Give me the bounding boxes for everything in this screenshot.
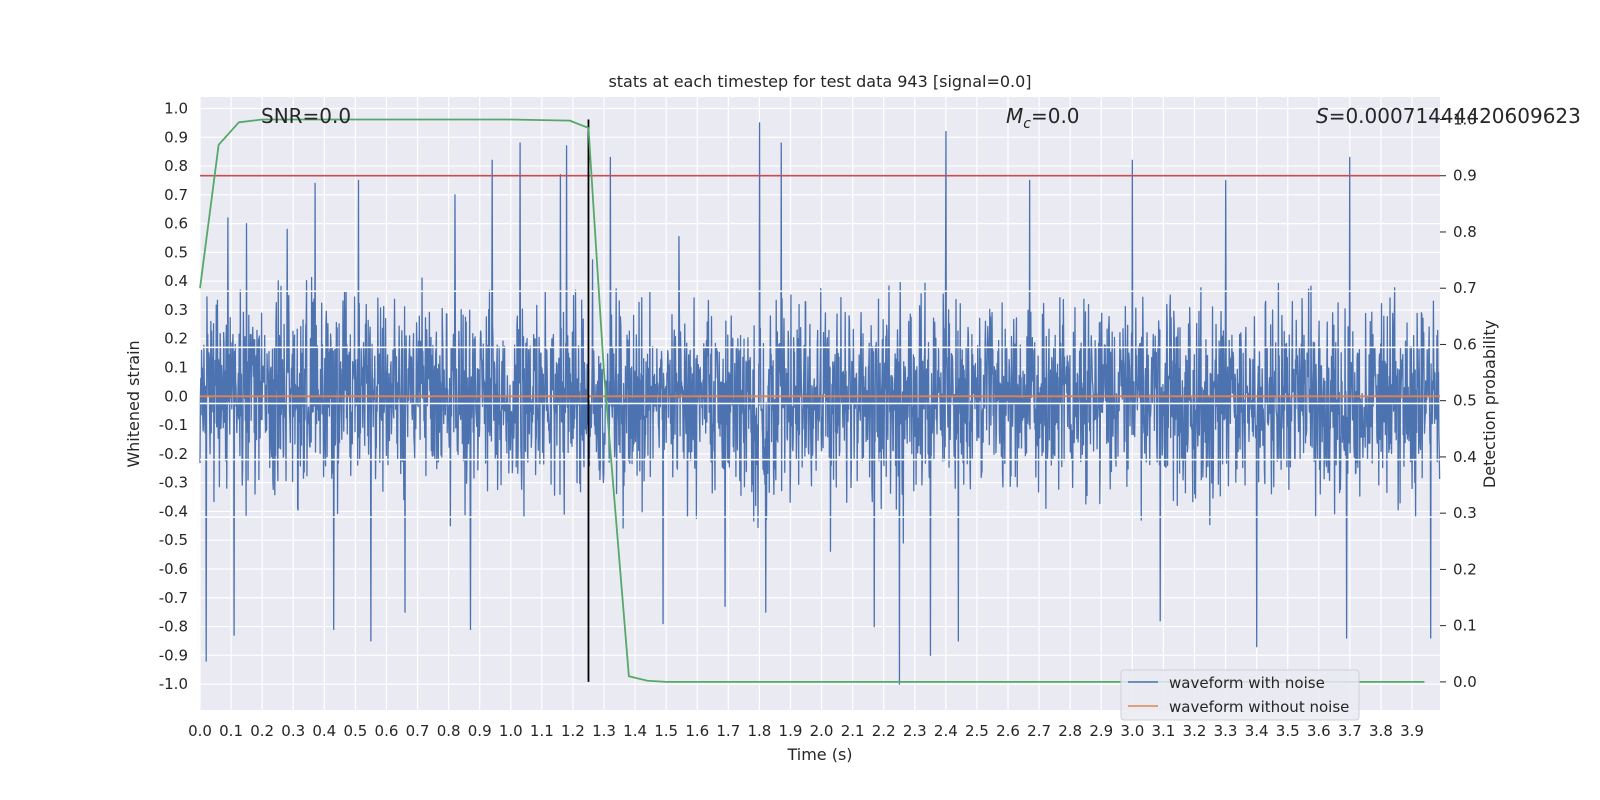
- x-tick-label: 3.7: [1338, 722, 1362, 740]
- y2-tick-label: 0.6: [1453, 335, 1477, 353]
- x-tick-label: 2.9: [1089, 722, 1113, 740]
- x-tick-label: 1.4: [623, 722, 647, 740]
- y2-axis-label: Detection probability: [1480, 320, 1499, 488]
- y2-tick-label: 0.8: [1453, 223, 1477, 241]
- noise-series-line: [199, 122, 1441, 685]
- y-tick-label: 0.0: [164, 387, 188, 405]
- detection-probability-line: [199, 118, 1425, 683]
- y2-axis-ticks: 1.0 0.9 0.8 0.7 0.6 0.5 0.4 0.3 0.2 0.1 0.0: [1440, 110, 1477, 691]
- x-tick-label: 0.0: [188, 722, 212, 740]
- annotation-mc-value: =0.0: [1031, 104, 1080, 128]
- x-tick-label: 1.0: [499, 722, 523, 740]
- y-tick-label: -1.0: [159, 675, 188, 693]
- x-tick-label: 3.0: [1120, 722, 1144, 740]
- x-tick-label: 1.3: [592, 722, 616, 740]
- x-tick-label: 1.9: [779, 722, 803, 740]
- x-tick-label: 0.2: [250, 722, 274, 740]
- annotation-snr: SNR=0.0: [261, 104, 351, 128]
- chart-title: stats at each timestep for test data 943…: [608, 72, 1031, 91]
- x-tick-label: 2.0: [810, 722, 834, 740]
- x-tick-label: 0.5: [343, 722, 367, 740]
- y-tick-label: 0.6: [164, 215, 188, 233]
- noise-waveform: [199, 122, 1441, 685]
- y-tick-label: 0.9: [164, 128, 188, 146]
- x-tick-label: 3.4: [1245, 722, 1269, 740]
- x-tick-label: 1.2: [561, 722, 585, 740]
- x-tick-label: 1.6: [685, 722, 709, 740]
- annotation-s-symbol: S: [1316, 104, 1329, 128]
- x-tick-label: 0.8: [437, 722, 461, 740]
- x-tick-label: 0.4: [312, 722, 336, 740]
- overlays: [199, 118, 1440, 683]
- x-tick-label: 2.1: [841, 722, 865, 740]
- annotation-mc-sub: c: [1023, 116, 1031, 132]
- annotation-s: S=0.00071444420609623: [1316, 104, 1581, 128]
- x-tick-label: 1.5: [654, 722, 678, 740]
- x-tick-label: 2.5: [965, 722, 989, 740]
- annotation-mc-symbol: M: [1006, 104, 1023, 128]
- y-tick-label: 0.3: [164, 301, 188, 319]
- x-axis-ticks: 0.0 0.1 0.2 0.3 0.4 0.5 0.6 0.7 0.8 0.9 1.0 1.1 1.2 1…: [188, 722, 1424, 740]
- y-tick-label: -0.4: [159, 502, 188, 520]
- legend-label-noise: waveform with noise: [1169, 674, 1325, 692]
- y-tick-label: 0.4: [164, 272, 188, 290]
- x-tick-label: 1.8: [747, 722, 771, 740]
- legend: waveform with noise waveform without noi…: [1120, 669, 1360, 721]
- x-tick-label: 3.9: [1400, 722, 1424, 740]
- y-tick-label: -0.6: [159, 560, 188, 578]
- x-tick-label: 2.4: [934, 722, 958, 740]
- y-tick-label: 0.5: [164, 243, 188, 261]
- y2-tick-label: 0.0: [1453, 673, 1477, 691]
- y-tick-label: 0.1: [164, 359, 188, 377]
- y-tick-label: -0.5: [159, 531, 188, 549]
- y-tick-label: -0.9: [159, 646, 188, 664]
- y-tick-label: -0.7: [159, 589, 188, 607]
- x-tick-label: 1.1: [530, 722, 554, 740]
- y2-tick-label: 0.5: [1453, 392, 1477, 410]
- y-axis-label: Whitened strain: [124, 340, 143, 467]
- x-tick-label: 2.3: [903, 722, 927, 740]
- x-tick-label: 1.7: [716, 722, 740, 740]
- y-tick-label: -0.8: [159, 618, 188, 636]
- x-tick-label: 3.2: [1183, 722, 1207, 740]
- y2-tick-label: 0.9: [1453, 167, 1477, 185]
- x-tick-label: 0.3: [281, 722, 305, 740]
- y2-tick-label: 0.3: [1453, 504, 1477, 522]
- y-tick-label: 0.2: [164, 330, 188, 348]
- x-tick-label: 3.8: [1369, 722, 1393, 740]
- x-tick-label: 2.6: [996, 722, 1020, 740]
- x-tick-label: 2.8: [1058, 722, 1082, 740]
- legend-label-clean: waveform without noise: [1169, 698, 1349, 716]
- y-tick-label: -0.2: [159, 445, 188, 463]
- y-tick-label: 1.0: [164, 100, 188, 118]
- y2-tick-label: 1.0: [1453, 110, 1477, 128]
- x-tick-label: 3.6: [1307, 722, 1331, 740]
- y-tick-label: 0.8: [164, 157, 188, 175]
- x-tick-label: 0.9: [468, 722, 492, 740]
- x-tick-label: 3.5: [1276, 722, 1300, 740]
- x-tick-label: 0.1: [219, 722, 243, 740]
- x-axis-label: Time (s): [786, 745, 852, 764]
- x-tick-label: 3.1: [1151, 722, 1175, 740]
- y2-tick-label: 0.1: [1453, 617, 1477, 635]
- y2-tick-label: 0.2: [1453, 560, 1477, 578]
- y2-tick-label: 0.4: [1453, 448, 1477, 466]
- x-tick-label: 2.2: [872, 722, 896, 740]
- y-tick-label: 0.7: [164, 186, 188, 204]
- y-tick-label: -0.3: [159, 474, 188, 492]
- legend-box: [1120, 669, 1360, 721]
- x-tick-label: 3.3: [1214, 722, 1238, 740]
- x-tick-label: 0.7: [406, 722, 430, 740]
- x-tick-label: 0.6: [375, 722, 399, 740]
- annotation-s-value: =0.00071444420609623: [1329, 104, 1581, 128]
- y-tick-label: -0.1: [159, 416, 188, 434]
- y-axis-ticks: 1.0 0.9 0.8 0.7 0.6 0.5 0.4 0.3 0.2 0.1 0.0 -0.1 -0.…: [159, 100, 188, 694]
- x-tick-label: 2.7: [1027, 722, 1051, 740]
- y2-tick-label: 0.7: [1453, 279, 1477, 297]
- annotation-mc: Mc=0.0: [1006, 104, 1080, 132]
